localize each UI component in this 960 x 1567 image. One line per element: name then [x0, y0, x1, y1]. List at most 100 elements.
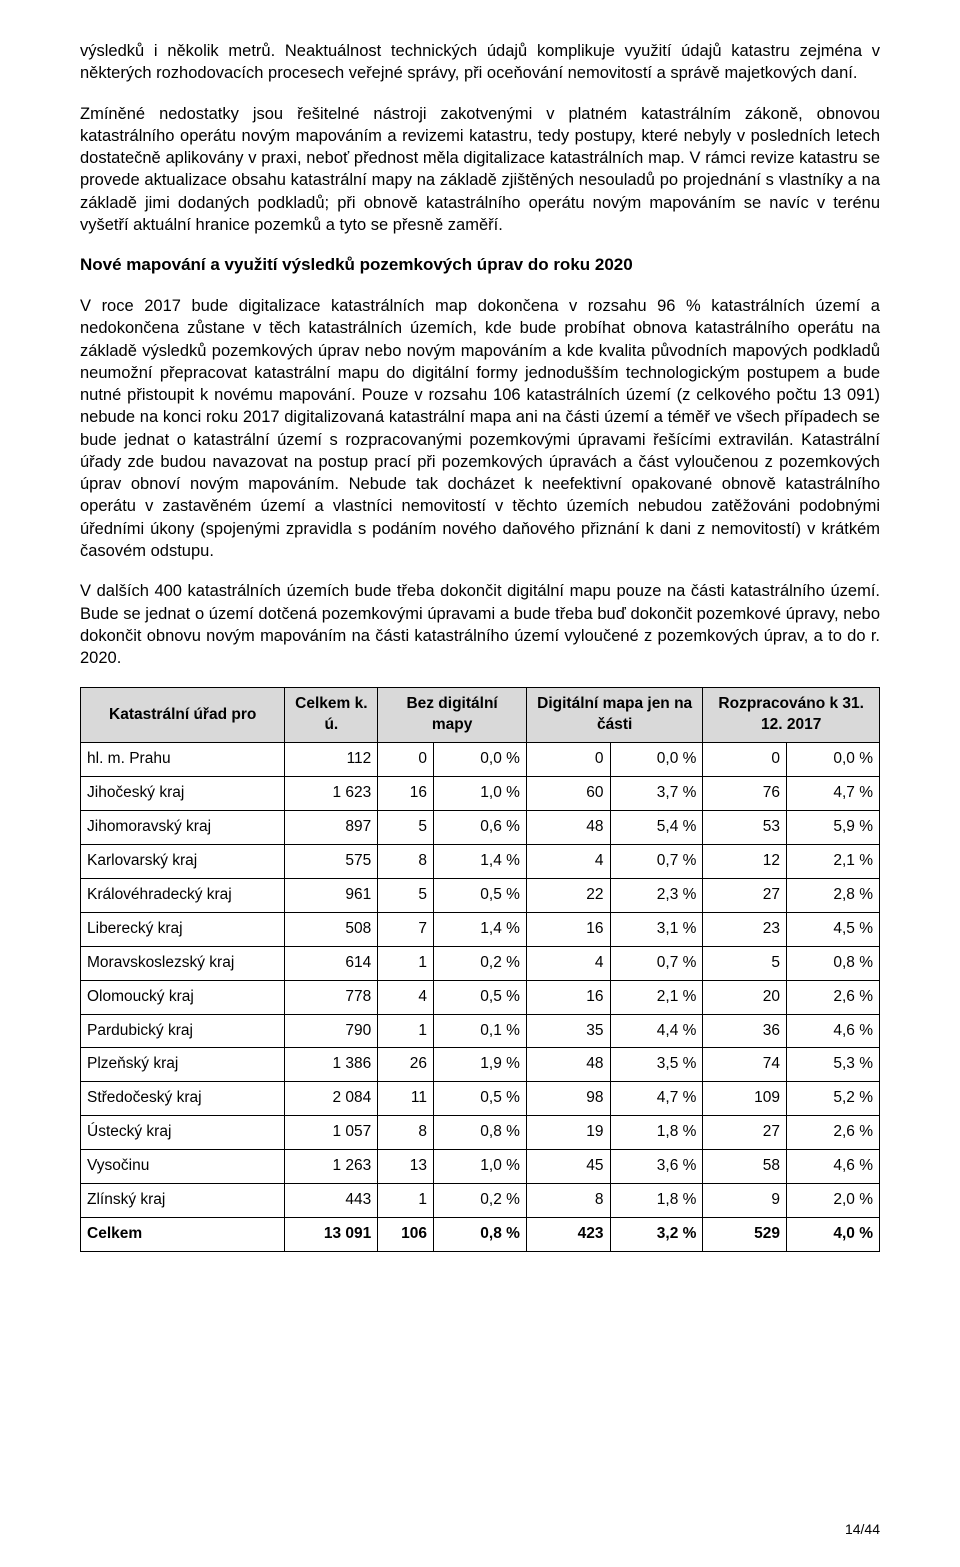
cell-nodigital-count: 7 — [378, 912, 434, 946]
table-row: Plzeňský kraj1 386261,9 %483,5 %745,3 % — [81, 1048, 880, 1082]
cell-nodigital-count: 13 — [378, 1150, 434, 1184]
cell-nodigital-count: 106 — [378, 1218, 434, 1252]
document-page: výsledků i několik metrů. Neaktuálnost t… — [0, 0, 960, 1567]
cell-nodigital-pct: 1,9 % — [434, 1048, 527, 1082]
cell-total: 13 091 — [285, 1218, 378, 1252]
cell-inprogress-pct: 5,9 % — [787, 811, 880, 845]
cell-total: 790 — [285, 1014, 378, 1048]
cell-inprogress-pct: 4,7 % — [787, 777, 880, 811]
cell-total: 1 623 — [285, 777, 378, 811]
table-row: Liberecký kraj50871,4 %163,1 %234,5 % — [81, 912, 880, 946]
cell-nodigital-pct: 1,0 % — [434, 777, 527, 811]
cell-inprogress-count: 5 — [703, 946, 787, 980]
cell-nodigital-pct: 0,8 % — [434, 1218, 527, 1252]
section-heading: Nové mapování a využití výsledků pozemko… — [80, 254, 880, 277]
cell-partial-count: 423 — [526, 1218, 610, 1252]
cell-total: 443 — [285, 1184, 378, 1218]
cell-inprogress-pct: 4,0 % — [787, 1218, 880, 1252]
table-row: Karlovarský kraj57581,4 %40,7 %122,1 % — [81, 844, 880, 878]
table-header-row: Katastrální úřad pro Celkem k. ú. Bez di… — [81, 688, 880, 743]
cell-partial-pct: 4,7 % — [610, 1082, 703, 1116]
th-no-digital: Bez digitální mapy — [378, 688, 527, 743]
th-office: Katastrální úřad pro — [81, 688, 285, 743]
cell-nodigital-pct: 0,1 % — [434, 1014, 527, 1048]
cell-inprogress-count: 53 — [703, 811, 787, 845]
th-in-progress: Rozpracováno k 31. 12. 2017 — [703, 688, 880, 743]
cell-partial-pct: 2,3 % — [610, 878, 703, 912]
cell-nodigital-count: 4 — [378, 980, 434, 1014]
table-row: Vysočinu1 263131,0 %453,6 %584,6 % — [81, 1150, 880, 1184]
cell-partial-count: 60 — [526, 777, 610, 811]
cell-partial-pct: 0,7 % — [610, 844, 703, 878]
cell-partial-pct: 1,8 % — [610, 1116, 703, 1150]
cell-partial-count: 16 — [526, 980, 610, 1014]
cell-name: Plzeňský kraj — [81, 1048, 285, 1082]
cell-partial-pct: 3,5 % — [610, 1048, 703, 1082]
cell-nodigital-pct: 0,5 % — [434, 1082, 527, 1116]
cell-partial-count: 48 — [526, 811, 610, 845]
cell-nodigital-count: 1 — [378, 946, 434, 980]
cell-inprogress-pct: 2,6 % — [787, 1116, 880, 1150]
cell-inprogress-pct: 0,8 % — [787, 946, 880, 980]
cell-nodigital-pct: 0,0 % — [434, 743, 527, 777]
cell-nodigital-count: 11 — [378, 1082, 434, 1116]
cell-partial-count: 0 — [526, 743, 610, 777]
cell-partial-count: 98 — [526, 1082, 610, 1116]
table-row: Jihomoravský kraj89750,6 %485,4 %535,9 % — [81, 811, 880, 845]
cell-name: Zlínský kraj — [81, 1184, 285, 1218]
cell-total: 778 — [285, 980, 378, 1014]
cell-nodigital-count: 1 — [378, 1184, 434, 1218]
table-row: Olomoucký kraj77840,5 %162,1 %202,6 % — [81, 980, 880, 1014]
cell-inprogress-pct: 2,1 % — [787, 844, 880, 878]
page-number: 14/44 — [845, 1520, 880, 1539]
cell-partial-count: 48 — [526, 1048, 610, 1082]
cell-inprogress-count: 76 — [703, 777, 787, 811]
th-total: Celkem k. ú. — [285, 688, 378, 743]
cell-nodigital-pct: 0,5 % — [434, 878, 527, 912]
cell-inprogress-count: 27 — [703, 878, 787, 912]
cell-name: Moravskoslezský kraj — [81, 946, 285, 980]
cell-nodigital-pct: 1,4 % — [434, 844, 527, 878]
cell-total: 112 — [285, 743, 378, 777]
table-row: Ústecký kraj1 05780,8 %191,8 %272,6 % — [81, 1116, 880, 1150]
table-row: Zlínský kraj44310,2 %81,8 %92,0 % — [81, 1184, 880, 1218]
cell-partial-count: 35 — [526, 1014, 610, 1048]
paragraph-3: V roce 2017 bude digitalizace katastráln… — [80, 295, 880, 562]
cell-name: Karlovarský kraj — [81, 844, 285, 878]
cell-total: 508 — [285, 912, 378, 946]
cell-partial-count: 4 — [526, 844, 610, 878]
cell-inprogress-pct: 2,6 % — [787, 980, 880, 1014]
paragraph-2: Zmíněné nedostatky jsou řešitelné nástro… — [80, 103, 880, 237]
cell-partial-pct: 1,8 % — [610, 1184, 703, 1218]
cell-partial-count: 45 — [526, 1150, 610, 1184]
table-row: Moravskoslezský kraj61410,2 %40,7 %50,8 … — [81, 946, 880, 980]
table-row: Pardubický kraj79010,1 %354,4 %364,6 % — [81, 1014, 880, 1048]
cell-nodigital-pct: 1,4 % — [434, 912, 527, 946]
cell-name: Královéhradecký kraj — [81, 878, 285, 912]
cell-nodigital-pct: 1,0 % — [434, 1150, 527, 1184]
cell-partial-pct: 3,1 % — [610, 912, 703, 946]
th-partial: Digitální mapa jen na části — [526, 688, 703, 743]
cell-name: Liberecký kraj — [81, 912, 285, 946]
cell-total: 2 084 — [285, 1082, 378, 1116]
cell-inprogress-pct: 2,0 % — [787, 1184, 880, 1218]
cell-inprogress-count: 12 — [703, 844, 787, 878]
cell-nodigital-pct: 0,8 % — [434, 1116, 527, 1150]
cell-nodigital-count: 0 — [378, 743, 434, 777]
cell-name: Středočeský kraj — [81, 1082, 285, 1116]
cell-inprogress-pct: 0,0 % — [787, 743, 880, 777]
table-row: hl. m. Prahu11200,0 %00,0 %00,0 % — [81, 743, 880, 777]
cell-partial-count: 19 — [526, 1116, 610, 1150]
cell-inprogress-pct: 5,2 % — [787, 1082, 880, 1116]
cell-total: 961 — [285, 878, 378, 912]
table-row: Královéhradecký kraj96150,5 %222,3 %272,… — [81, 878, 880, 912]
cell-nodigital-pct: 0,2 % — [434, 1184, 527, 1218]
cell-inprogress-pct: 4,5 % — [787, 912, 880, 946]
cell-partial-pct: 3,2 % — [610, 1218, 703, 1252]
cell-nodigital-count: 26 — [378, 1048, 434, 1082]
cell-total: 614 — [285, 946, 378, 980]
cell-inprogress-count: 0 — [703, 743, 787, 777]
cell-name: Vysočinu — [81, 1150, 285, 1184]
cell-name: Celkem — [81, 1218, 285, 1252]
cell-total: 575 — [285, 844, 378, 878]
